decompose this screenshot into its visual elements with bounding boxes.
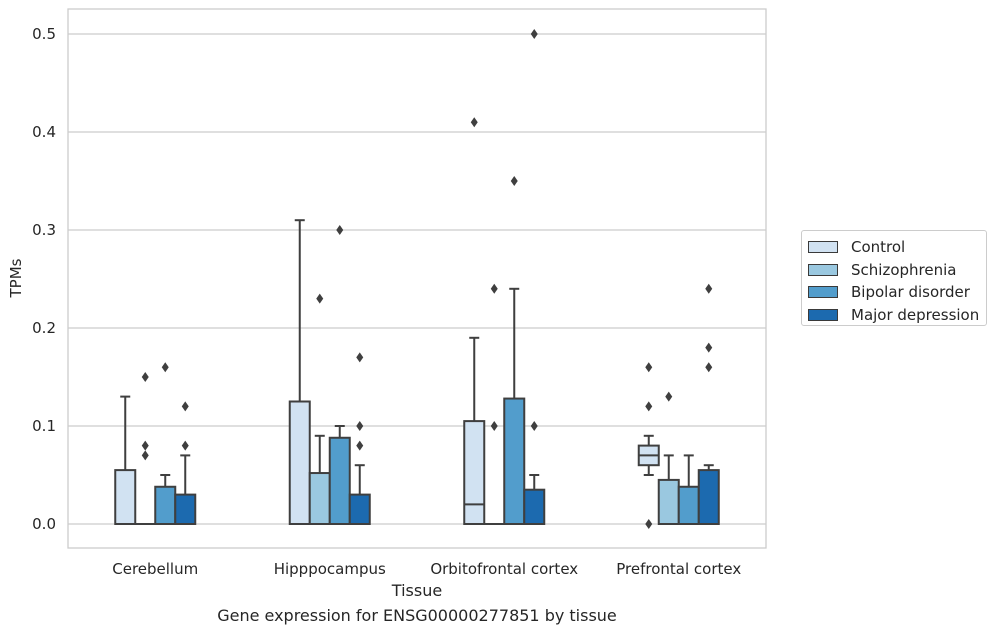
outlier-point — [141, 440, 149, 451]
box-body — [503, 397, 526, 525]
box-schizophrenia — [135, 372, 156, 525]
outlier-point — [490, 421, 498, 431]
box-body — [328, 436, 351, 526]
legend-swatch — [808, 286, 838, 299]
box-schizophrenia — [484, 283, 505, 525]
figure-caption: Gene expression for ENSG00000277851 by t… — [217, 606, 617, 625]
outlier-point — [356, 421, 364, 431]
outlier-point — [530, 421, 538, 431]
y-tick-label: 0.2 — [32, 319, 56, 337]
box-body — [463, 420, 486, 526]
legend-label: Bipolar disorder — [851, 283, 970, 302]
legend-label: Schizophrenia — [851, 260, 957, 279]
box-control — [288, 219, 311, 525]
y-tick-label: 0.3 — [32, 221, 56, 239]
x-tick-label: Cerebellum — [112, 560, 198, 578]
y-axis-label: TPMs — [7, 258, 25, 298]
outlier-point — [665, 391, 673, 402]
outlier-point — [705, 342, 713, 353]
box-body — [288, 400, 311, 525]
outlier-point — [645, 401, 653, 412]
box-bipolar-disorder — [677, 454, 700, 526]
outlier-point — [356, 352, 364, 363]
outlier-point — [141, 450, 149, 461]
box-body — [174, 493, 197, 526]
outlier-point — [705, 283, 713, 294]
x-tick-label: Prefrontal cortex — [616, 560, 741, 578]
y-tick-label: 0.0 — [32, 515, 56, 533]
outlier-point — [705, 362, 713, 373]
outlier-point — [181, 440, 189, 451]
x-axis-label: Tissue — [391, 581, 442, 600]
boxes — [114, 29, 720, 529]
box-control — [463, 117, 486, 526]
box-major-depression — [174, 401, 197, 526]
legend-swatch — [808, 308, 838, 321]
plot-frame — [67, 8, 767, 549]
outlier-point — [356, 440, 364, 451]
legend-item: Bipolar disorder — [808, 281, 986, 304]
legend-label: Control — [851, 238, 906, 257]
box-body — [523, 488, 546, 526]
x-tick-label: Orbitofrontal cortex — [430, 560, 578, 578]
outlier-point — [530, 29, 538, 39]
box-bipolar-disorder — [328, 225, 351, 526]
outlier-point — [470, 117, 478, 128]
outlier-point — [645, 362, 653, 373]
legend-item: Major depression — [808, 304, 986, 327]
legend: Control Schizophrenia Bipolar disorder Majo… — [801, 230, 987, 326]
outlier-point — [490, 283, 498, 294]
y-tick-labels: 0.0 0.1 0.2 0.3 0.4 0.5 — [32, 25, 56, 533]
outlier-point — [161, 362, 169, 373]
outlier-point — [510, 176, 518, 186]
box-body — [114, 469, 137, 526]
box-major-depression — [697, 283, 720, 526]
box-schizophrenia — [657, 391, 680, 525]
x-tick-label: Hipppocampus — [274, 560, 386, 578]
y-tick-label: 0.1 — [32, 417, 56, 435]
box-body — [677, 485, 700, 526]
gridlines — [68, 33, 766, 525]
box-major-depression — [348, 352, 371, 526]
box-control — [637, 362, 660, 529]
box-body — [348, 493, 371, 526]
y-tick-label: 0.4 — [32, 123, 56, 141]
outlier-point — [645, 519, 653, 529]
box-schizophrenia — [308, 293, 331, 526]
box-bipolar-disorder — [154, 362, 177, 526]
box-body — [154, 485, 177, 526]
x-tick-labels: Cerebellum Hipppocampus Orbitofrontal cort… — [112, 560, 741, 578]
y-tick-label: 0.5 — [32, 25, 56, 43]
outlier-point — [141, 372, 149, 382]
legend-swatch — [808, 263, 838, 276]
box-body — [308, 472, 331, 526]
legend-label: Major depression — [851, 305, 980, 324]
box-control — [114, 395, 137, 526]
outlier-point — [316, 293, 324, 304]
box-body — [657, 478, 680, 525]
outlier-point — [181, 401, 189, 412]
legend-item: Schizophrenia — [808, 259, 986, 282]
box-body — [697, 469, 720, 526]
box-major-depression — [523, 29, 546, 526]
legend-swatch — [808, 241, 838, 254]
legend-item: Control — [808, 236, 986, 259]
outlier-point — [336, 225, 344, 235]
box-bipolar-disorder — [503, 176, 526, 525]
